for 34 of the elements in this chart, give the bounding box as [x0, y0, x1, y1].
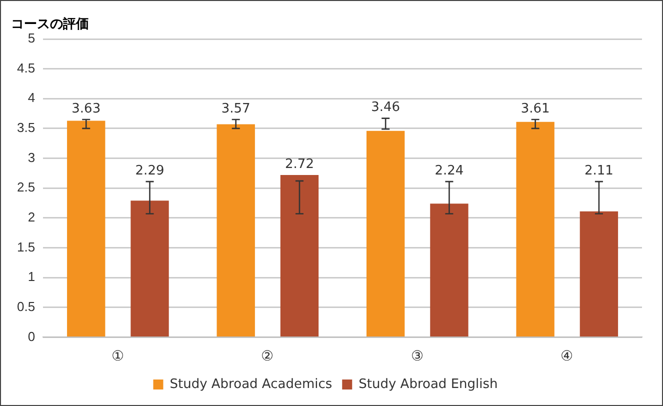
- x-tick-label: ④: [560, 347, 574, 364]
- y-tick-label: 2: [28, 210, 36, 224]
- chart-title: コースの評価: [11, 16, 89, 33]
- y-tick-label: 0.5: [16, 298, 36, 314]
- bar: [430, 204, 468, 336]
- x-tick-label: ③: [410, 347, 424, 364]
- y-tick-label: 5: [28, 30, 36, 46]
- legend-label: Study Abroad English: [358, 376, 498, 392]
- y-tick-label: 4.5: [16, 60, 36, 76]
- y-tick-label: 1: [28, 269, 36, 284]
- y-tick-label: 3: [28, 150, 36, 165]
- bar: [580, 211, 618, 336]
- data-label: 2.29: [135, 163, 164, 178]
- data-label: 3.57: [221, 101, 250, 116]
- legend-label: Study Abroad Academics: [170, 376, 332, 392]
- bar: [280, 174, 319, 336]
- bar: [130, 200, 169, 336]
- y-tick-label: 1.5: [16, 239, 36, 254]
- data-label: 2.11: [584, 163, 614, 178]
- bar: [216, 124, 255, 336]
- data-label: 3.61: [520, 101, 550, 116]
- y-tick-label: 0: [28, 328, 36, 344]
- data-label: 3.63: [72, 101, 101, 116]
- bar: [516, 122, 554, 336]
- y-tick-label: 3.5: [16, 120, 36, 136]
- y-tick-label: 4: [28, 90, 36, 106]
- bar: [67, 120, 106, 336]
- data-label: 2.24: [434, 163, 464, 178]
- y-tick-label: 2.5: [16, 180, 36, 195]
- data-label: 2.72: [285, 156, 314, 172]
- x-tick-label: ①: [111, 347, 124, 364]
- bar: [366, 130, 405, 336]
- data-label: 3.46: [371, 100, 400, 116]
- x-tick-label: ②: [261, 347, 274, 364]
